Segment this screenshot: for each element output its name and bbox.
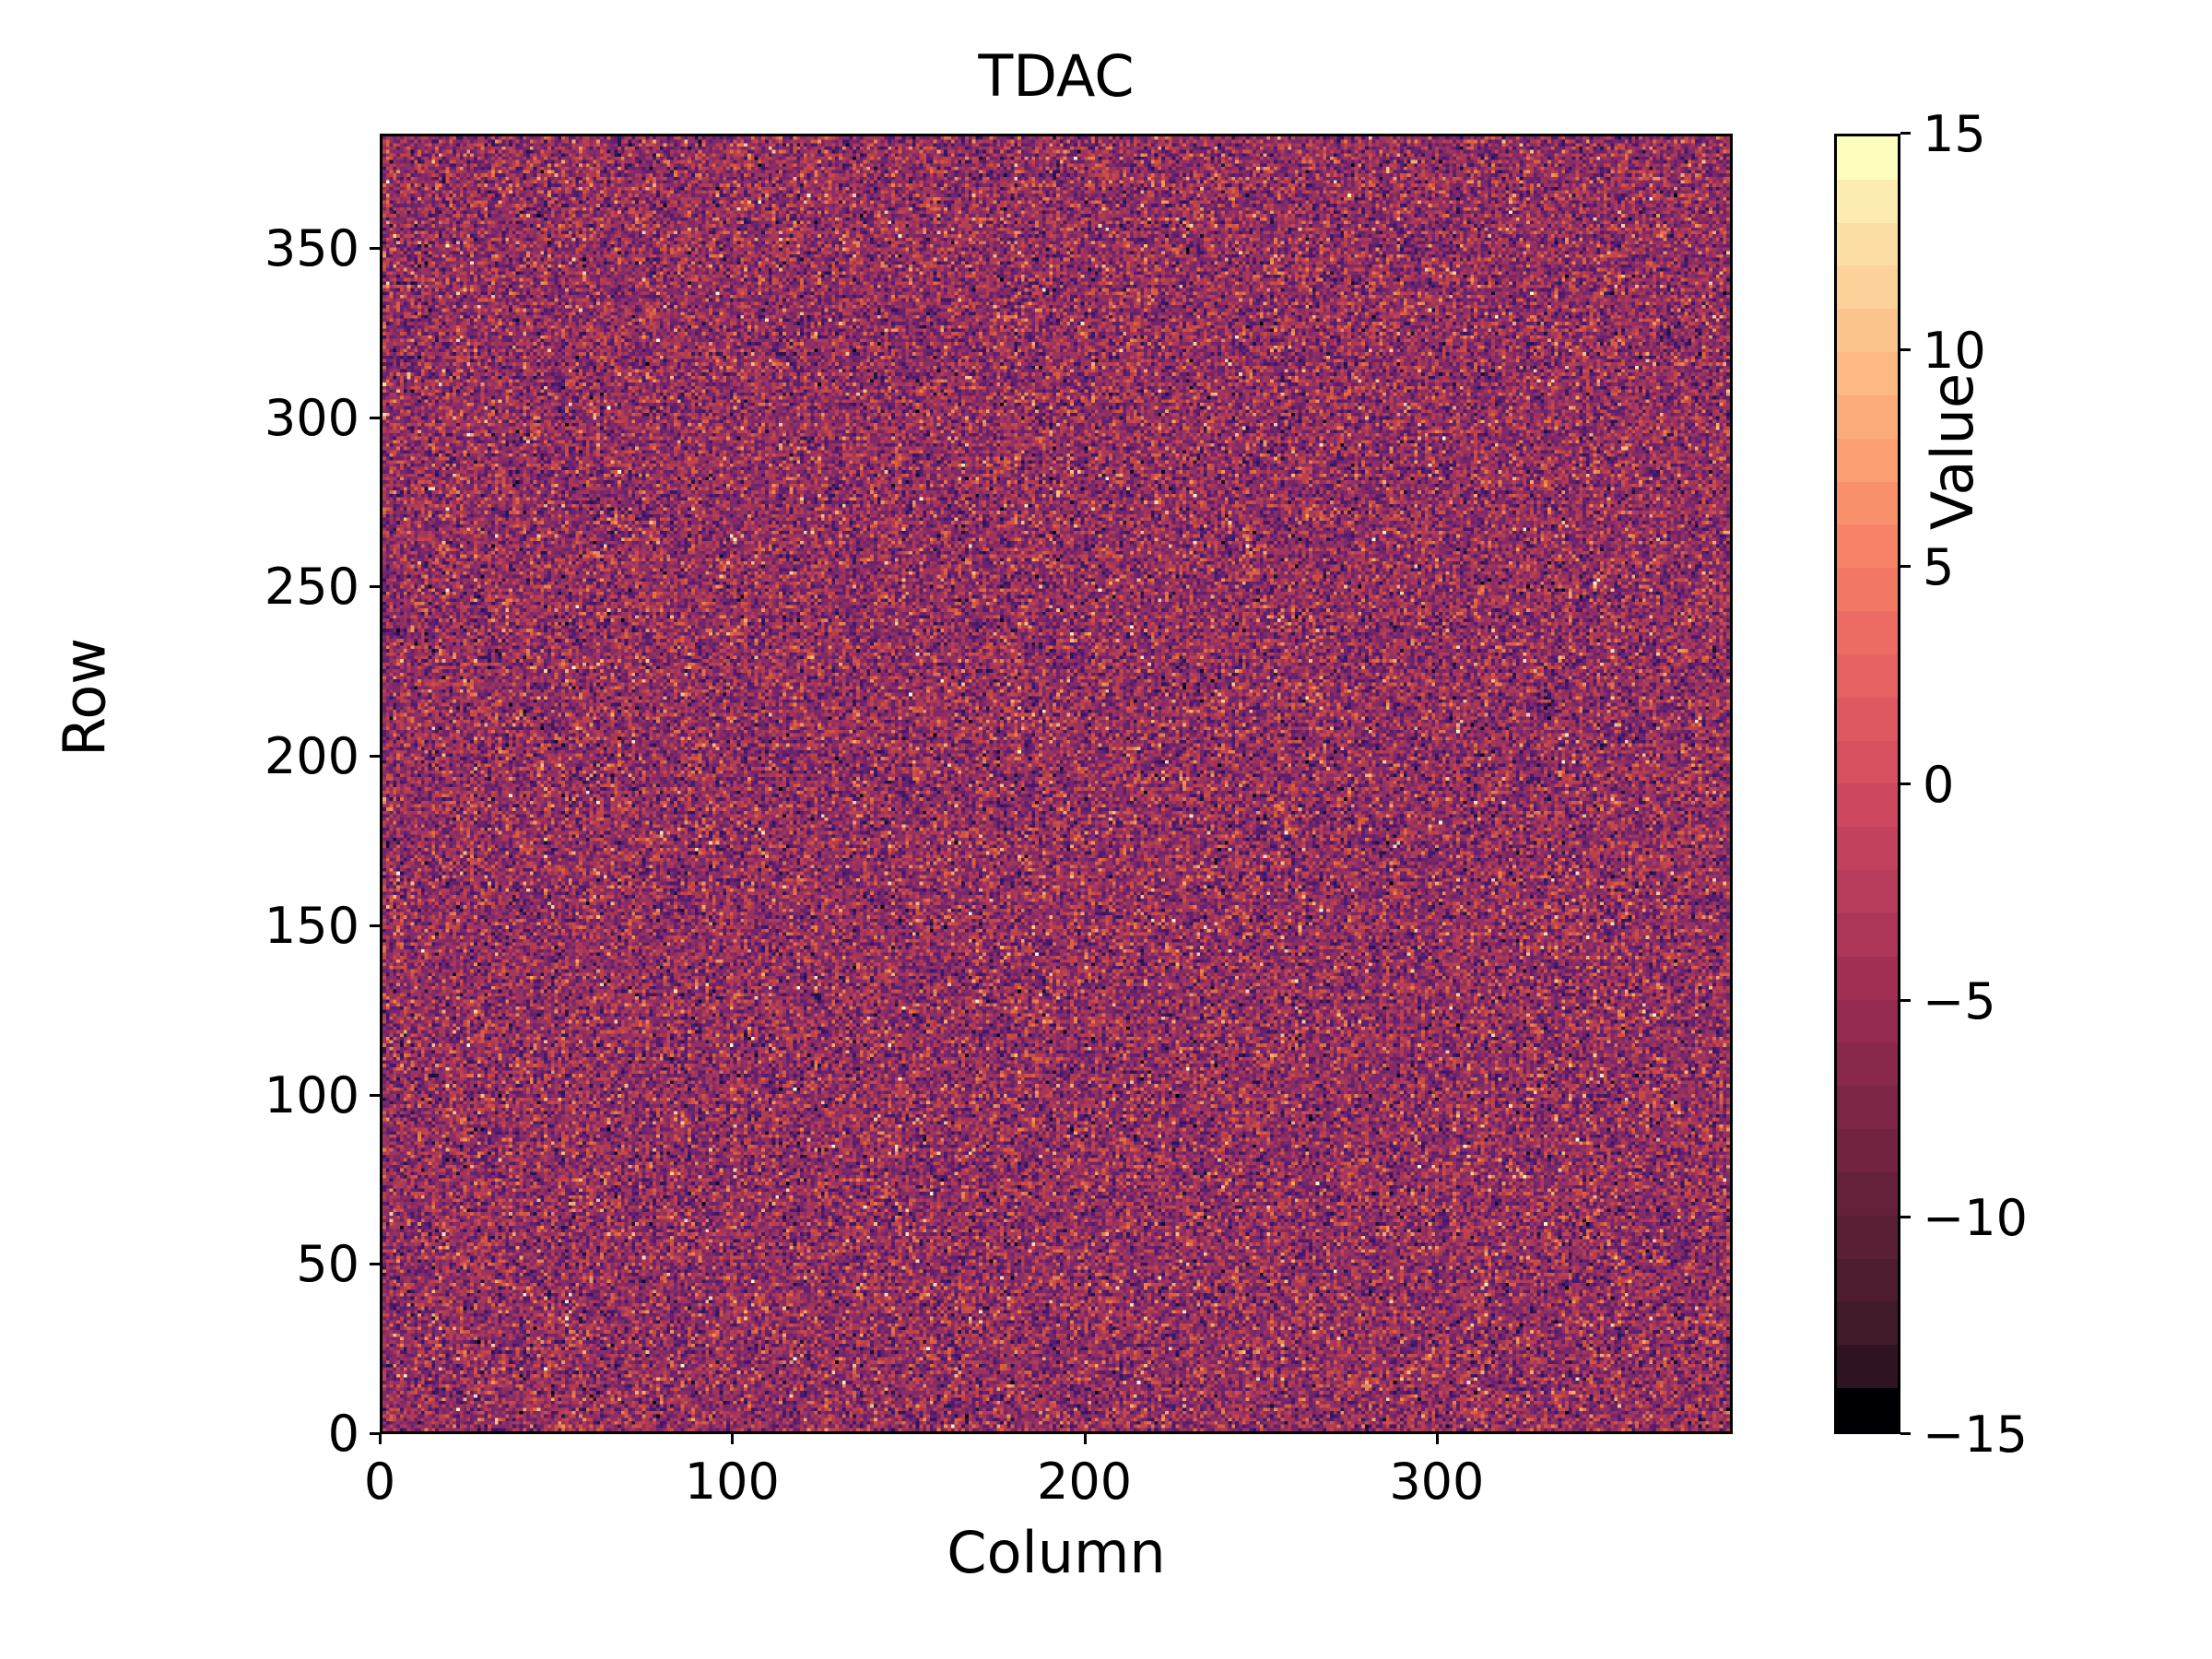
colorbar-band [1837, 352, 1898, 395]
x-tick-mark [1083, 1434, 1087, 1444]
x-tick-mark [1435, 1434, 1439, 1444]
colorbar-tick-label: 15 [1923, 105, 1986, 163]
colorbar-tick-mark [1900, 1432, 1911, 1435]
heatmap-plot-area[interactable] [380, 134, 1733, 1434]
colorbar-band [1837, 912, 1898, 957]
x-tick-mark [379, 1434, 382, 1444]
y-tick-label: 300 [264, 388, 359, 447]
colorbar-band [1837, 1215, 1898, 1259]
colorbar-band [1837, 524, 1898, 569]
colorbar-band [1837, 870, 1898, 913]
colorbar-tick-mark [1900, 348, 1911, 352]
y-axis-label: Row [51, 638, 119, 757]
colorbar-band [1837, 956, 1898, 1000]
colorbar-band [1837, 179, 1898, 223]
colorbar-band [1837, 1129, 1898, 1172]
colorbar-tick-label: −5 [1923, 971, 1996, 1030]
x-tick-label: 200 [1037, 1453, 1133, 1511]
colorbar-band [1837, 222, 1898, 266]
colorbar-band [1837, 136, 1898, 180]
colorbar-tick-mark [1900, 132, 1911, 135]
colorbar-band [1837, 1258, 1898, 1302]
y-tick-label: 200 [264, 727, 359, 786]
colorbar-tick-label: 0 [1923, 755, 1955, 814]
y-tick-label: 350 [264, 218, 359, 277]
colorbar-band [1837, 265, 1898, 310]
y-tick-mark [370, 1093, 380, 1097]
page-title: TDAC [978, 42, 1135, 110]
y-tick-mark [370, 924, 380, 927]
colorbar-band [1837, 309, 1898, 353]
colorbar-gradient [1837, 136, 1898, 1431]
x-axis-label: Column [947, 1519, 1166, 1586]
colorbar-band [1837, 1171, 1898, 1216]
colorbar-band [1837, 438, 1898, 482]
heatmap-image [382, 136, 1730, 1431]
colorbar-tick-label: −15 [1923, 1406, 2028, 1464]
y-tick-mark [370, 755, 380, 759]
colorbar-band [1837, 999, 1898, 1043]
y-tick-label: 0 [327, 1405, 359, 1463]
y-tick-mark [370, 585, 380, 589]
colorbar-tick-mark [1900, 1215, 1911, 1218]
colorbar-band [1837, 611, 1898, 654]
colorbar-band [1837, 697, 1898, 741]
x-tick-label: 0 [363, 1453, 396, 1511]
y-tick-mark [370, 1263, 380, 1266]
colorbar-tick-label: 5 [1923, 538, 1955, 597]
colorbar-band [1837, 394, 1898, 439]
colorbar-tick-label: −10 [1923, 1188, 2028, 1247]
y-tick-mark [370, 1432, 380, 1435]
colorbar-band [1837, 1388, 1898, 1431]
colorbar-tick-mark [1900, 998, 1911, 1002]
colorbar-tick-mark [1900, 565, 1911, 569]
colorbar-label: Value [1919, 372, 1986, 531]
x-tick-mark [731, 1434, 735, 1444]
colorbar-band [1837, 783, 1898, 828]
colorbar[interactable] [1834, 134, 1900, 1434]
y-tick-mark [370, 416, 380, 419]
colorbar-band [1837, 653, 1898, 698]
x-tick-label: 100 [684, 1453, 780, 1511]
colorbar-band [1837, 481, 1898, 525]
y-tick-label: 100 [264, 1065, 359, 1124]
colorbar-band [1837, 1086, 1898, 1130]
y-tick-label: 150 [264, 896, 359, 955]
colorbar-tick-label: 10 [1923, 322, 1986, 381]
colorbar-band [1837, 1345, 1898, 1389]
colorbar-band [1837, 1042, 1898, 1087]
y-tick-label: 250 [264, 558, 359, 617]
colorbar-band [1837, 740, 1898, 784]
y-tick-label: 50 [296, 1235, 359, 1294]
colorbar-band [1837, 568, 1898, 612]
colorbar-band [1837, 1301, 1898, 1346]
colorbar-band [1837, 827, 1898, 871]
x-tick-label: 300 [1389, 1453, 1485, 1511]
colorbar-tick-mark [1900, 782, 1911, 785]
y-tick-mark [370, 246, 380, 250]
